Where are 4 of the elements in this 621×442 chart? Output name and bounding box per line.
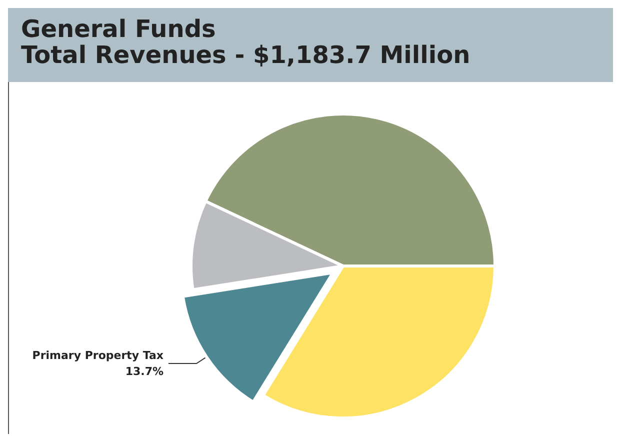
chart-title: General Funds [21, 15, 216, 43]
chart-subtitle: Total Revenues - $1,183.7 Million [21, 41, 470, 69]
slice-label: Primary Property Tax [32, 349, 164, 362]
data-label: 13.7% [125, 365, 164, 378]
